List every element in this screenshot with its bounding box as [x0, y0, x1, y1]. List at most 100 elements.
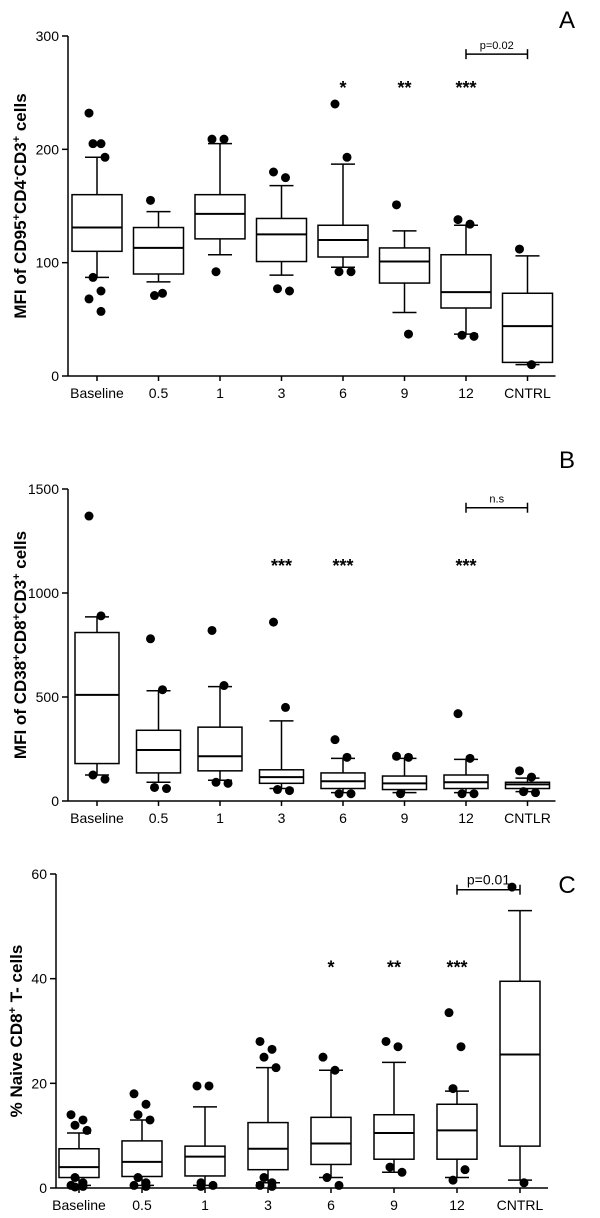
x-tick-label: 3 [264, 1197, 272, 1213]
y-tick-label: 0 [39, 1180, 47, 1196]
iqr-box [440, 253, 492, 309]
x-tick-label: 0.5 [132, 1197, 152, 1213]
x-tick-label: CNTRL [497, 1197, 544, 1213]
outlier-point [146, 634, 155, 644]
x-tick-label: 0.5 [149, 385, 169, 401]
outlier-point [146, 195, 155, 205]
x-tick-label: 12 [458, 810, 474, 826]
outlier-point [469, 331, 479, 341]
outlier-point [145, 1115, 155, 1125]
outlier-point [448, 1175, 458, 1185]
outlier-point [397, 1167, 407, 1177]
outlier-point [267, 1044, 277, 1054]
outlier-point [457, 330, 467, 340]
outlier-point [273, 284, 282, 294]
outlier-point [96, 139, 106, 149]
y-tick-label: 1500 [28, 481, 59, 497]
outlier-point [158, 288, 167, 298]
outlier-point [346, 267, 356, 277]
iqr-box [499, 980, 541, 1147]
outlier-point [515, 766, 524, 776]
outlier-point [129, 1180, 139, 1190]
panel-label: C [558, 872, 575, 899]
x-tick-label: 1 [216, 810, 224, 826]
x-tick-label: 1 [201, 1197, 209, 1213]
outlier-point [88, 139, 98, 149]
outlier-point [527, 360, 536, 370]
significance-marker: *** [455, 78, 476, 98]
outlier-point [527, 772, 536, 782]
box-1 [194, 134, 246, 277]
y-tick-label: 40 [31, 971, 47, 987]
outlier-point [211, 777, 221, 787]
outlier-point [158, 685, 167, 695]
outlier-point [70, 1182, 80, 1192]
outlier-point [465, 219, 475, 229]
outlier-point [385, 1162, 395, 1172]
outlier-point [465, 753, 475, 763]
x-tick-label: 3 [278, 810, 286, 826]
outlier-point [129, 1089, 139, 1099]
chart-panel-b: 0 500 1000 1500 Baseline 0.5 1 3 6 9 12 CNTLR *** ***… [11, 447, 575, 826]
outlier-point [515, 244, 524, 254]
outlier-point [162, 784, 171, 794]
y-tick-label: 0 [51, 368, 59, 384]
box-3 [258, 617, 305, 796]
outlier-point [84, 511, 94, 521]
outlier-point [381, 1036, 391, 1046]
comparison-label: p=0.02 [480, 40, 514, 52]
box-12 [443, 709, 489, 799]
significance-marker: * [327, 958, 334, 978]
y-tick-label: 1000 [28, 585, 59, 601]
outlier-point [342, 752, 352, 762]
outlier-point [82, 1125, 92, 1135]
y-tick-label: 60 [31, 866, 47, 882]
y-tick-label: 0 [51, 793, 59, 809]
outlier-point [204, 1081, 214, 1091]
iqr-box [194, 193, 246, 240]
significance-marker: ** [397, 78, 411, 98]
x-tick-label: 9 [401, 385, 409, 401]
panel-label: B [559, 447, 575, 474]
x-tick-label: 6 [327, 1197, 335, 1213]
x-tick-label: 3 [278, 385, 286, 401]
outlier-point [211, 267, 221, 277]
outlier-point [271, 1063, 281, 1073]
outlier-point [392, 200, 401, 210]
outlier-point [448, 1084, 458, 1094]
outlier-point [255, 1180, 265, 1190]
outlier-point [207, 134, 217, 144]
iqr-box [197, 726, 243, 772]
outlier-point [346, 789, 356, 799]
outlier-point [285, 786, 294, 796]
outlier-point [259, 1173, 269, 1183]
outlier-point [330, 735, 340, 745]
outlier-point [453, 709, 463, 719]
iqr-box [135, 729, 182, 774]
iqr-box [317, 224, 369, 258]
box-9 [381, 751, 428, 799]
significance-marker: *** [332, 556, 353, 576]
outlier-point [334, 267, 344, 277]
outlier-point [259, 1052, 269, 1062]
y-tick-label: 300 [36, 28, 60, 44]
y-tick-label: 100 [36, 255, 60, 271]
outlier-point [456, 1042, 466, 1052]
box-1 [184, 1081, 226, 1191]
outlier-point [223, 778, 233, 788]
outlier-point [334, 789, 344, 799]
significance-marker: *** [455, 556, 476, 576]
box-cntrl [499, 882, 541, 1188]
box-0-5 [121, 1089, 163, 1191]
outlier-point [469, 789, 479, 799]
box-6 [310, 1052, 352, 1190]
x-tick-label: Baseline [70, 810, 124, 826]
box-cntrl [501, 244, 554, 370]
x-tick-label: CNTRL [504, 385, 551, 401]
x-tick-label: 9 [390, 1197, 398, 1213]
x-tick-label: 0.5 [149, 810, 169, 826]
outlier-point [404, 752, 413, 762]
outlier-point [267, 1181, 277, 1191]
x-tick-label: Baseline [70, 385, 124, 401]
